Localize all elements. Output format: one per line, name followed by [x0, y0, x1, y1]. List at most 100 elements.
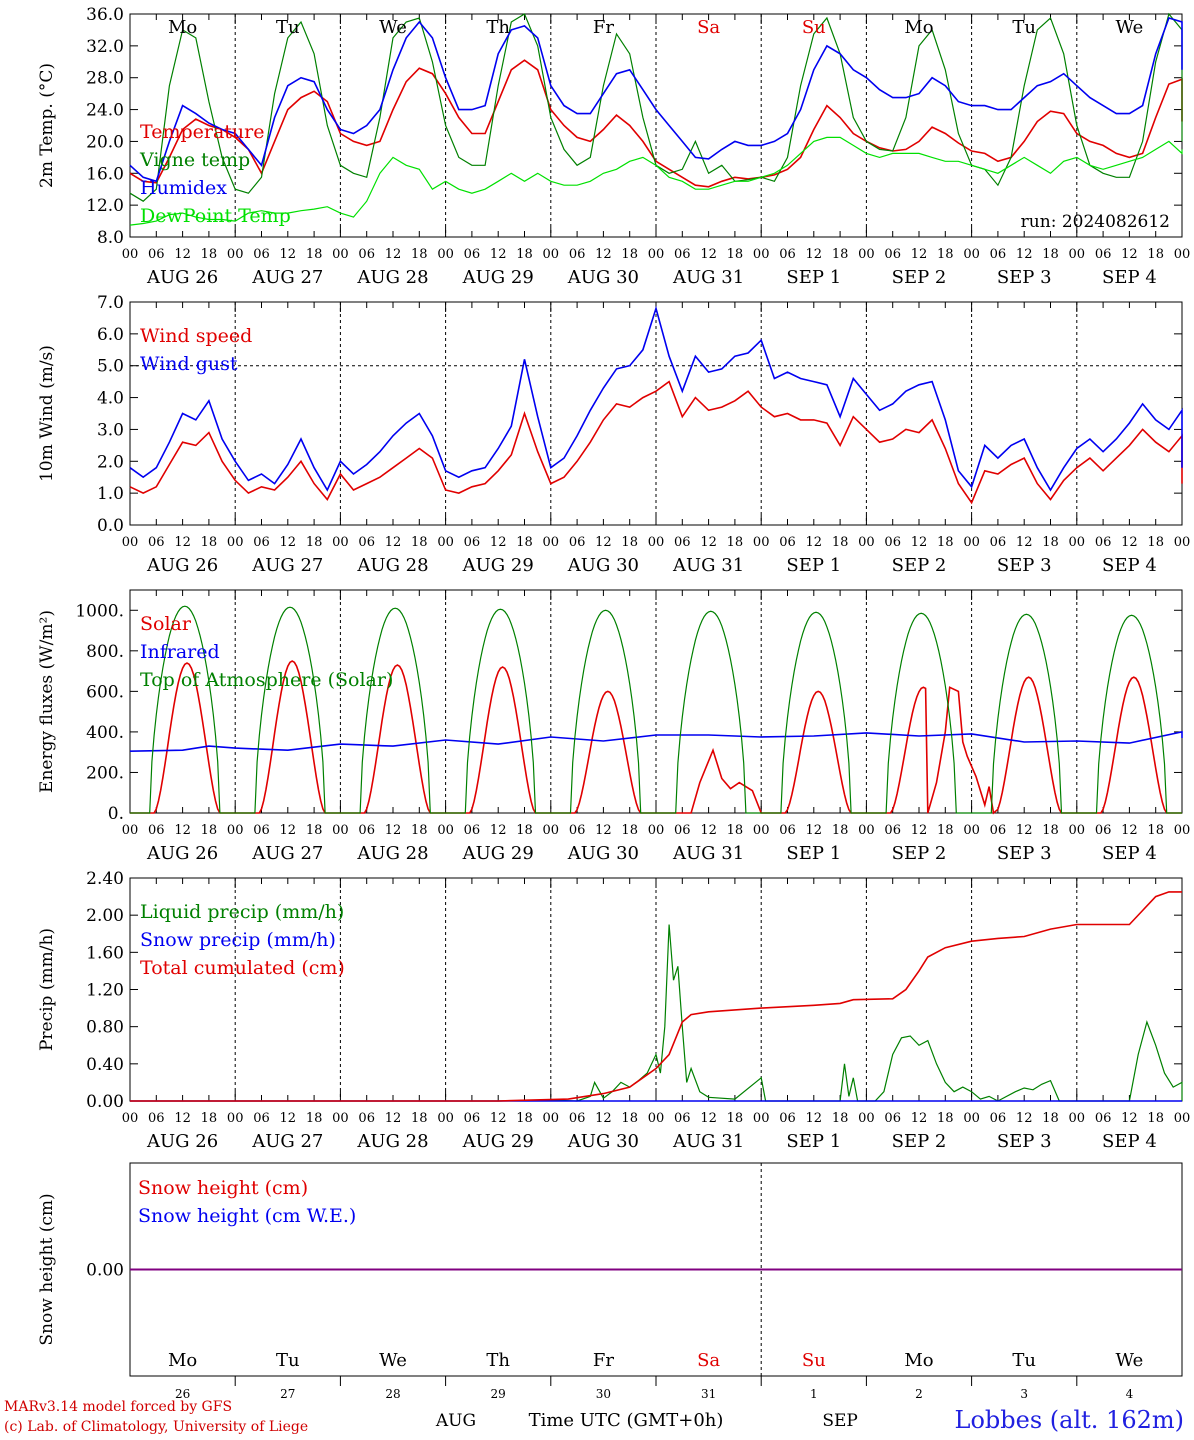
plot-frame — [129, 13, 1183, 238]
y-tick-label: 0. — [108, 804, 124, 824]
hour-tick-label: 00 — [1174, 535, 1191, 550]
hour-tick-label: 00 — [122, 823, 139, 838]
hour-tick-label: 00 — [963, 535, 980, 550]
legend-entry: Liquid precip (mm/h) — [140, 901, 344, 923]
hour-tick-label: 00 — [753, 247, 770, 262]
legend-entry: Snow height (cm) — [138, 1177, 308, 1199]
date-label: SEP 2 — [892, 1131, 947, 1152]
hour-tick-label: 18 — [1147, 1111, 1164, 1126]
hour-tick-label: 18 — [201, 823, 218, 838]
date-label: SEP 1 — [786, 1131, 841, 1152]
hour-tick-label: 06 — [990, 535, 1007, 550]
date-label: AUG 30 — [567, 555, 639, 576]
month-label: AUG — [435, 1411, 476, 1431]
date-label: SEP 3 — [997, 555, 1052, 576]
hour-tick-label: 00 — [648, 823, 665, 838]
date-label: AUG 29 — [462, 843, 534, 864]
hour-tick-label: 00 — [437, 535, 454, 550]
weekday-label: Tu — [276, 1350, 300, 1371]
hour-tick-label: 06 — [148, 1111, 165, 1126]
day-number: 28 — [385, 1387, 400, 1401]
hour-tick-label: 06 — [884, 535, 901, 550]
hour-tick-label: 00 — [332, 823, 349, 838]
hour-tick-label: 00 — [963, 823, 980, 838]
hour-tick-label: 06 — [990, 823, 1007, 838]
hour-tick-label: 06 — [358, 1111, 375, 1126]
hour-tick-label: 06 — [148, 535, 165, 550]
hour-tick-label: 06 — [779, 247, 796, 262]
date-label: AUG 26 — [146, 1131, 218, 1152]
hour-tick-label: 00 — [437, 823, 454, 838]
y-tick-label: 2.0 — [97, 452, 124, 472]
hour-tick-label: 12 — [385, 535, 402, 550]
hour-tick-label: 12 — [174, 823, 191, 838]
hour-tick-label: 12 — [280, 823, 297, 838]
hour-tick-label: 00 — [227, 823, 244, 838]
weekday-label: Tu — [1012, 17, 1036, 38]
y-tick-label: 0.0 — [97, 516, 124, 536]
y-tick-label: 12.0 — [86, 196, 124, 216]
hour-tick-label: 18 — [516, 247, 533, 262]
y-tick-label: 1.60 — [86, 943, 124, 963]
date-label: AUG 27 — [251, 555, 323, 576]
panel-3: Energy fluxes (W/m²) — [37, 589, 1183, 815]
series-line-humidex — [129, 17, 1183, 183]
hour-tick-label: 12 — [1016, 1111, 1033, 1126]
hour-tick-label: 06 — [1095, 535, 1112, 550]
hour-tick-label: 18 — [516, 1111, 533, 1126]
hour-tick-label: 12 — [1121, 535, 1138, 550]
hour-tick-label: 18 — [201, 1111, 218, 1126]
hour-tick-label: 00 — [122, 247, 139, 262]
weekday-label: Tu — [1012, 1350, 1036, 1371]
hour-tick-label: 12 — [806, 247, 823, 262]
hour-tick-label: 06 — [779, 823, 796, 838]
station-label: Lobbes (alt. 162m) — [954, 1406, 1184, 1434]
y-tick-label: 16.0 — [86, 164, 124, 184]
hour-tick-label: 00 — [858, 1111, 875, 1126]
hour-tick-label: 00 — [753, 1111, 770, 1126]
hour-tick-label: 06 — [253, 535, 270, 550]
y-tick-label: 2.40 — [86, 869, 124, 889]
y-tick-label: 0.00 — [86, 1092, 124, 1112]
hour-tick-label: 00 — [332, 247, 349, 262]
legend-entry: Snow height (cm W.E.) — [138, 1205, 356, 1227]
date-label: SEP 3 — [997, 1131, 1052, 1152]
y-axis-label: 2m Temp. (°C) — [37, 63, 57, 188]
hour-tick-label: 06 — [464, 247, 481, 262]
panel-5: Snow height (cm) — [37, 1162, 1183, 1386]
day-number: 27 — [280, 1387, 295, 1401]
hour-tick-label: 18 — [832, 247, 849, 262]
date-label: AUG 26 — [146, 267, 218, 288]
date-label: SEP 2 — [892, 267, 947, 288]
y-tick-label: 1.20 — [86, 981, 124, 1001]
day-number: 30 — [596, 1387, 611, 1401]
hour-tick-label: 00 — [1069, 535, 1086, 550]
date-label: AUG 27 — [251, 843, 323, 864]
hour-tick-label: 12 — [595, 1111, 612, 1126]
date-label: SEP 3 — [997, 843, 1052, 864]
series-line-dewpoint-temp — [129, 136, 1183, 226]
hour-tick-label: 12 — [595, 823, 612, 838]
day-number: 31 — [701, 1387, 716, 1401]
hour-tick-label: 00 — [1069, 1111, 1086, 1126]
hour-tick-label: 06 — [464, 535, 481, 550]
hour-tick-label: 06 — [148, 823, 165, 838]
date-label: AUG 29 — [462, 267, 534, 288]
weekday-label: Mo — [168, 1350, 197, 1371]
hour-tick-label: 12 — [595, 247, 612, 262]
hour-tick-label: 12 — [806, 535, 823, 550]
weekday-label: We — [379, 1350, 407, 1371]
hour-tick-label: 18 — [727, 535, 744, 550]
hour-tick-label: 06 — [253, 247, 270, 262]
weekday-label: Sa — [697, 17, 720, 38]
hour-tick-label: 00 — [648, 535, 665, 550]
hour-tick-label: 12 — [490, 1111, 507, 1126]
day-number: 3 — [1020, 1387, 1028, 1401]
hour-tick-label: 06 — [569, 823, 586, 838]
weekday-label: Sa — [697, 1350, 720, 1371]
hour-tick-label: 06 — [1095, 1111, 1112, 1126]
hour-tick-label: 06 — [569, 1111, 586, 1126]
hour-tick-label: 18 — [201, 247, 218, 262]
weekday-label: We — [1116, 17, 1144, 38]
